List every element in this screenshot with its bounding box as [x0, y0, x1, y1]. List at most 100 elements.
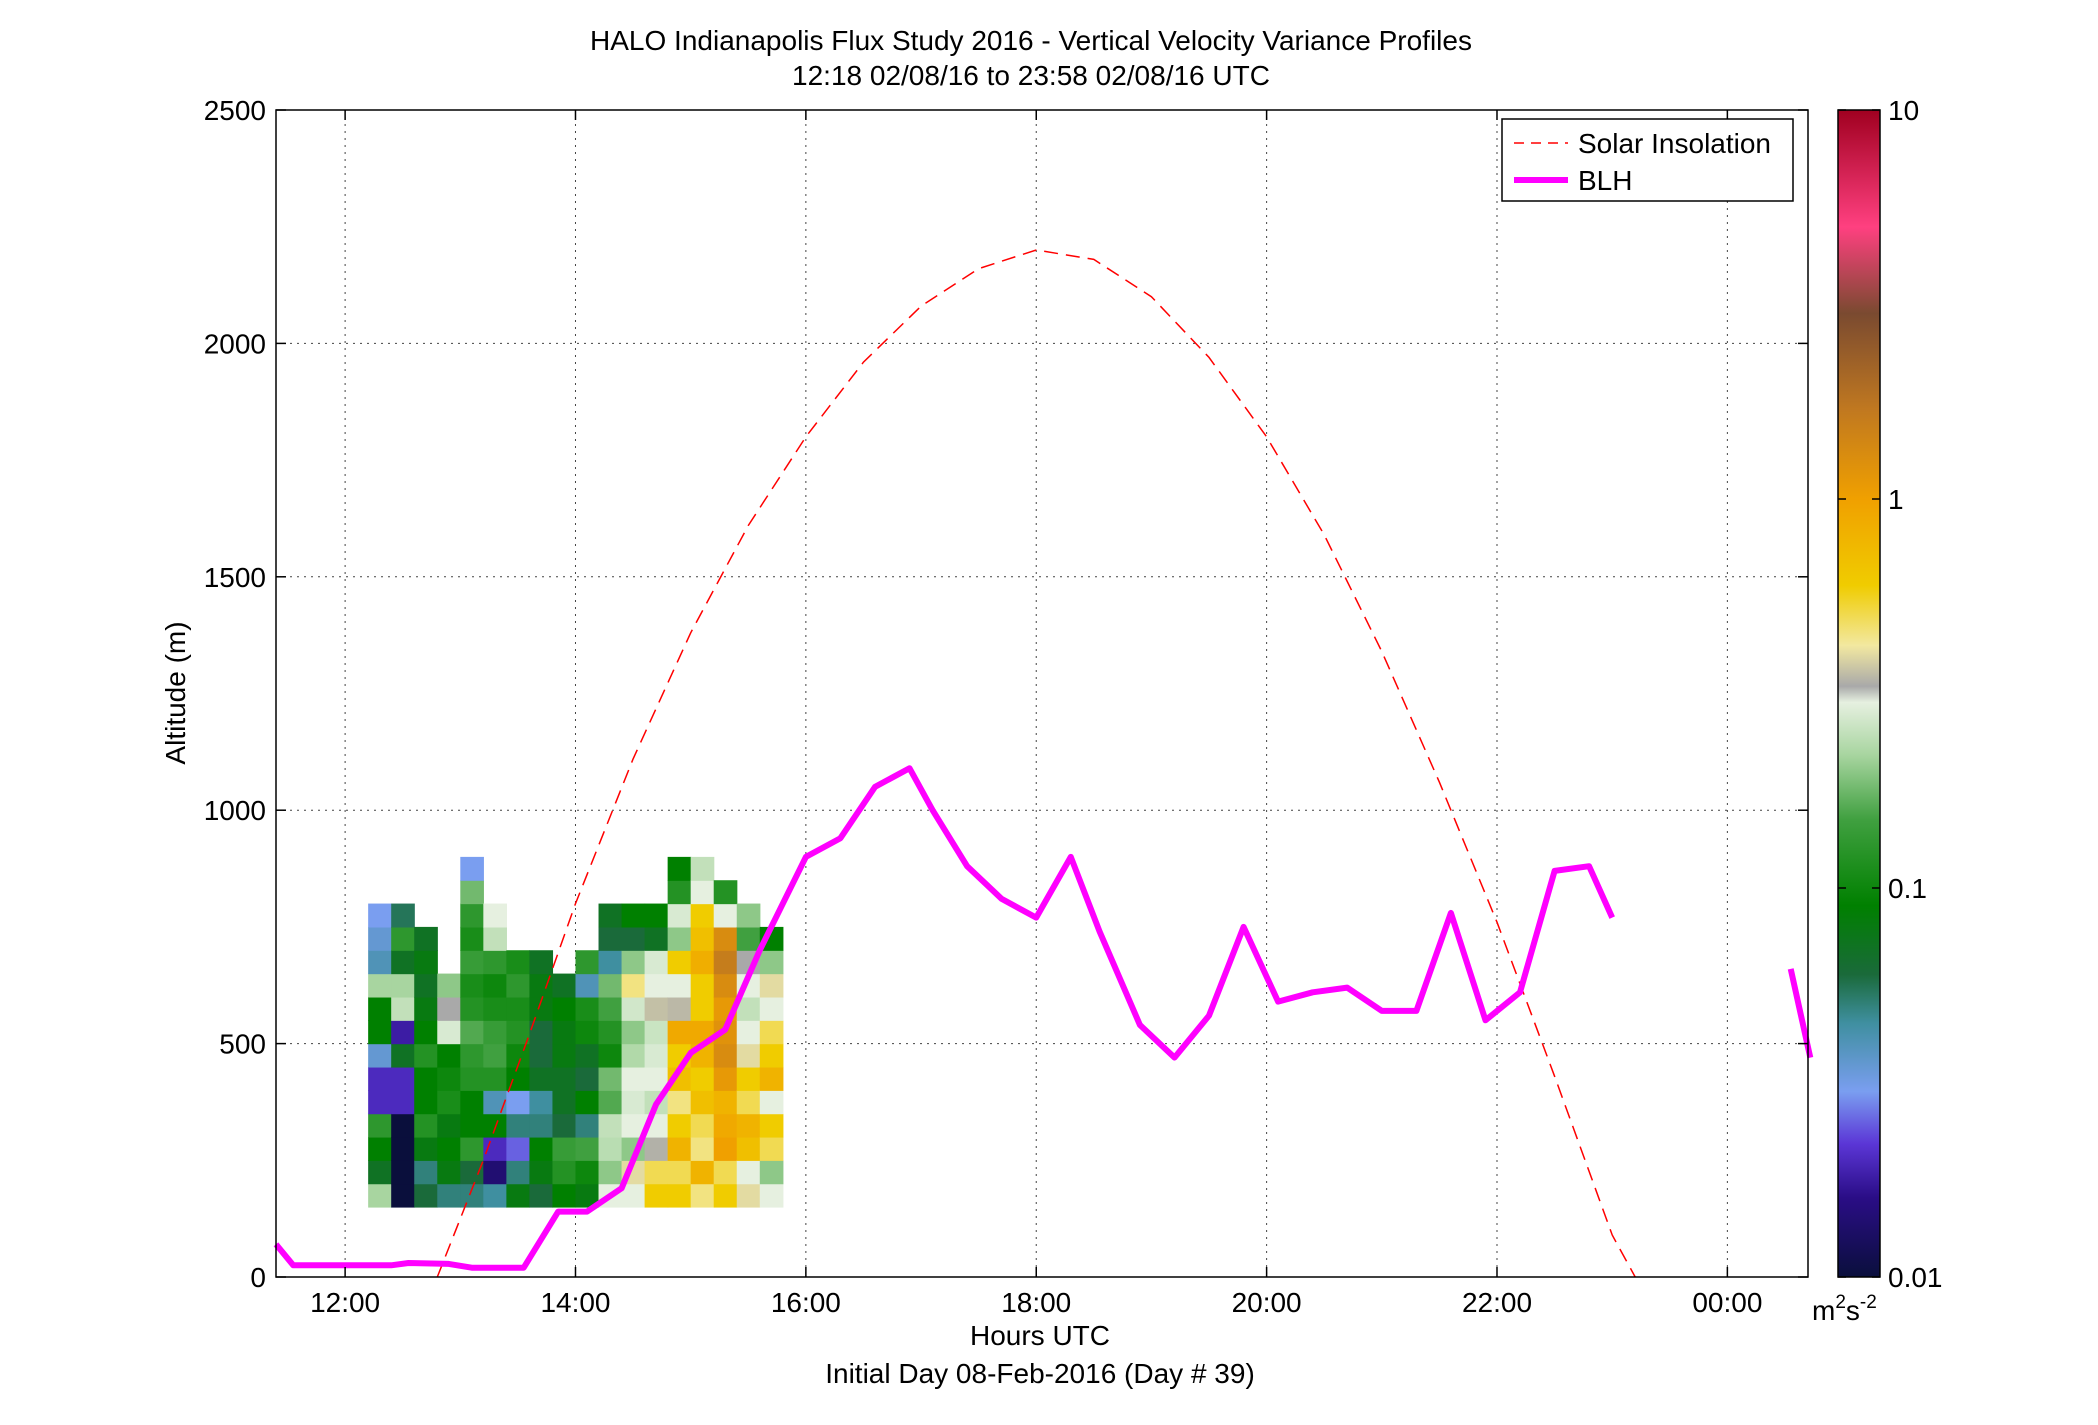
heatmap-cell — [391, 950, 415, 975]
heatmap-cell — [713, 1066, 738, 1091]
legend-label-solar: Solar Insolation — [1578, 128, 1771, 159]
heatmap-cell — [644, 1020, 669, 1045]
heatmap-cell — [759, 1113, 784, 1138]
heatmap-cell — [713, 950, 738, 975]
colorbar-ticks: 0.01 0.1 1 10 — [1838, 95, 1943, 1293]
heatmap-cell — [621, 950, 646, 975]
heatmap-cell — [644, 996, 669, 1021]
heatmap-cell — [575, 1160, 600, 1185]
y-tick-label: 0 — [250, 1262, 266, 1293]
heatmap-cell — [529, 1183, 554, 1208]
heatmap-cell — [529, 1090, 554, 1115]
heatmap-cell — [713, 1090, 738, 1115]
heatmap-cell — [759, 1183, 784, 1208]
legend: Solar Insolation BLH — [1501, 118, 1794, 202]
heatmap-cell — [437, 1090, 461, 1115]
heatmap-cell — [690, 926, 715, 951]
heatmap-cell — [391, 1090, 415, 1115]
plot-area: 12:00 14:00 16:00 18:00 20:00 22:00 00:00 0 500 1… — [204, 95, 1814, 1318]
heatmap-cell — [713, 1136, 738, 1161]
heatmap-cell — [414, 973, 438, 998]
heatmap-cell — [667, 903, 692, 928]
heatmap-cell — [460, 1183, 484, 1208]
heatmap-cell — [437, 1136, 461, 1161]
heatmap-cell — [713, 880, 738, 905]
heatmap-cell — [621, 1020, 646, 1045]
axis-layer: 12:00 14:00 16:00 18:00 20:00 22:00 00:00 0 500 1… — [204, 95, 1808, 1318]
heatmap-cell — [391, 1183, 415, 1208]
heatmap-cell — [598, 1020, 623, 1045]
x-tick-label: 00:00 — [1692, 1287, 1762, 1318]
heatmap-cell — [460, 996, 484, 1021]
heatmap-cell — [414, 1136, 438, 1161]
heatmap-cell — [598, 1160, 623, 1185]
heatmap-cell — [552, 996, 577, 1021]
heatmap-cell — [759, 1090, 784, 1115]
footer-label: Initial Day 08-Feb-2016 (Day # 39) — [825, 1358, 1255, 1389]
heatmap-cell — [483, 926, 507, 951]
heatmap-cell — [414, 926, 438, 951]
heatmap-cell — [644, 1136, 669, 1161]
heatmap-cell — [759, 950, 784, 975]
heatmap-cell — [667, 996, 692, 1021]
heatmap-cell — [552, 1160, 577, 1185]
colorbar-tick-label: 10 — [1888, 95, 1919, 126]
y-tick-label: 500 — [219, 1029, 266, 1060]
heatmap-cell — [736, 1090, 761, 1115]
heatmap-cell — [598, 926, 623, 951]
heatmap-cell — [506, 1090, 531, 1115]
heatmap-cell — [391, 996, 415, 1021]
x-tick-label: 14:00 — [540, 1287, 610, 1318]
heatmap-cell — [552, 1090, 577, 1115]
heatmap-cell — [598, 996, 623, 1021]
heatmap-cell — [483, 996, 507, 1021]
heatmap-cell — [437, 996, 461, 1021]
heatmap-cell — [460, 1160, 484, 1185]
heatmap-cell — [690, 1160, 715, 1185]
y-tick-label: 2000 — [204, 328, 266, 359]
heatmap-cell — [368, 1113, 392, 1138]
heatmap-cell — [391, 903, 415, 928]
heatmap-cell — [644, 973, 669, 998]
heatmap-cell — [552, 1066, 577, 1091]
heatmap-cell — [621, 903, 646, 928]
heatmap-cell — [621, 1066, 646, 1091]
heatmap-cell — [414, 950, 438, 975]
heatmap-cell — [437, 1160, 461, 1185]
heatmap-cell — [667, 1090, 692, 1115]
heatmap-cell — [667, 1160, 692, 1185]
heatmap-cell — [529, 1160, 554, 1185]
heatmap-cell — [713, 926, 738, 951]
legend-label-blh: BLH — [1578, 165, 1632, 196]
heatmap-cell — [483, 973, 507, 998]
heatmap-cell — [575, 973, 600, 998]
heatmap-cell — [598, 1113, 623, 1138]
heatmap-cell — [391, 973, 415, 998]
heatmap-cell — [437, 1020, 461, 1045]
heatmap-cell — [667, 1183, 692, 1208]
heatmap-cell — [736, 903, 761, 928]
heatmap-cell — [460, 926, 484, 951]
heatmap-cell — [552, 1136, 577, 1161]
heatmap-cell — [506, 1066, 531, 1091]
heatmap-cell — [368, 1066, 392, 1091]
heatmap-cell — [736, 1066, 761, 1091]
heatmap-cell — [529, 1020, 554, 1045]
chart-title: HALO Indianapolis Flux Study 2016 - Vert… — [590, 25, 1472, 56]
heatmap-cell — [414, 1043, 438, 1068]
heatmap-cell — [598, 1066, 623, 1091]
heatmap-cell — [713, 1183, 738, 1208]
heatmap-cell — [598, 1136, 623, 1161]
heatmap-cell — [368, 903, 392, 928]
heatmap-cell — [713, 973, 738, 998]
chart-subtitle: 12:18 02/08/16 to 23:58 02/08/16 UTC — [792, 60, 1270, 91]
heatmap-cell — [759, 996, 784, 1021]
x-tick-label: 22:00 — [1462, 1287, 1532, 1318]
heatmap-cell — [736, 1043, 761, 1068]
heatmap-cell — [368, 1183, 392, 1208]
heatmap-cell — [644, 950, 669, 975]
heatmap-cell — [368, 1090, 392, 1115]
colorbar-unit: m2s-2 — [1812, 1292, 1877, 1326]
heatmap-cell — [529, 973, 554, 998]
heatmap-cell — [368, 1020, 392, 1045]
